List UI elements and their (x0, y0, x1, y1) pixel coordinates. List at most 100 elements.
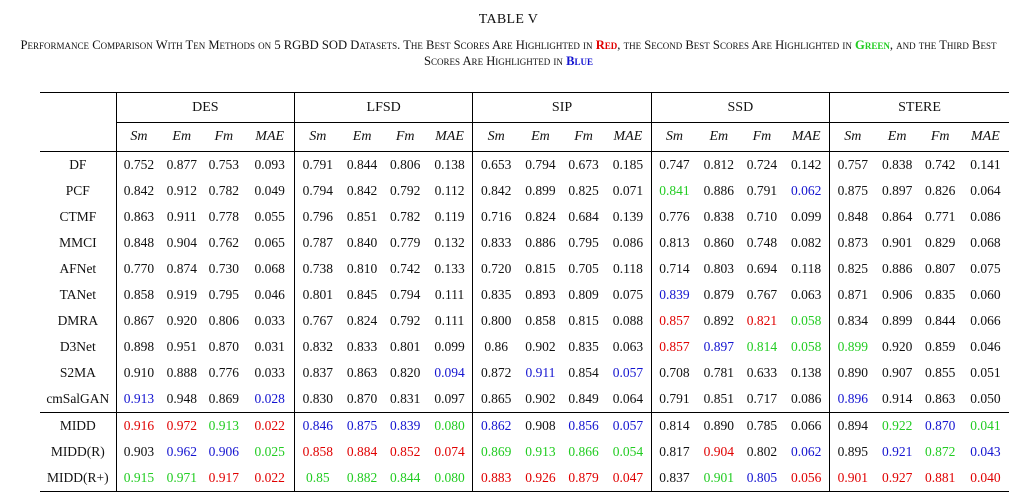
metric-header-sm: Sm (293, 122, 341, 152)
score-cell: 0.050 (970, 391, 1001, 406)
metric-header-fm: Fm (383, 122, 427, 152)
score-cell: 0.910 (115, 360, 162, 386)
score-cell: 0.043 (970, 444, 1001, 459)
score-cell: 0.802 (746, 444, 778, 459)
score-cell: 0.886 (525, 235, 556, 250)
score-cell: 0.133 (434, 261, 465, 276)
table-row: S2MA 0.910 0.888 0.776 0.033 0.837 0.863 0.820 0… (40, 360, 1009, 386)
score-cell: 0.927 (875, 465, 919, 492)
score-cell: 0.922 (875, 412, 919, 439)
score-cell: 0.829 (925, 235, 956, 250)
score-cell: 0.888 (166, 365, 197, 380)
score-cell: 0.852 (389, 444, 421, 459)
score-cell: 0.860 (703, 235, 734, 250)
score-cell: 0.848 (115, 230, 162, 256)
score-cell: 0.870 (346, 391, 378, 406)
score-cell: 0.057 (605, 412, 652, 439)
score-cell: 0.058 (791, 313, 822, 328)
score-cell: 0.904 (703, 444, 734, 459)
score-cell: 0.840 (346, 235, 378, 250)
score-cell: 0.844 (925, 313, 956, 328)
score-cell: 0.865 (472, 386, 519, 413)
method-name: DMRA (57, 313, 99, 328)
score-cell: 0.862 (472, 412, 519, 439)
score-cell: 0.118 (791, 261, 822, 276)
score-cell: 0.890 (697, 412, 741, 439)
metric-header-fm: Fm (562, 122, 606, 152)
score-cell: 0.844 (346, 157, 378, 172)
score-cell: 0.863 (346, 365, 378, 380)
score-cell: 0.911 (525, 365, 556, 380)
score-cell: 0.833 (346, 339, 378, 354)
dataset-header-ssd: SSD (650, 92, 830, 123)
score-cell: 0.742 (389, 261, 421, 276)
score-cell: 0.132 (434, 235, 465, 250)
score-cell: 0.858 (293, 439, 341, 465)
score-cell: 0.869 (208, 391, 240, 406)
score-cell: 0.833 (472, 230, 519, 256)
score-cell: 0.901 (881, 235, 913, 250)
score-cell: 0.825 (568, 183, 599, 198)
score-cell: 0.971 (161, 465, 203, 492)
score-cell: 0.894 (829, 412, 876, 439)
score-cell: 0.838 (881, 157, 913, 172)
method-name: AFNet (59, 261, 97, 276)
score-cell: 0.814 (650, 412, 698, 439)
score-cell: 0.858 (115, 282, 162, 308)
score-cell: 0.767 (746, 287, 778, 302)
score-cell: 0.058 (791, 339, 822, 354)
score-cell: 0.724 (746, 157, 778, 172)
score-cell: 0.857 (650, 334, 698, 360)
metric-header-mae: MAE (605, 122, 652, 152)
score-cell: 0.033 (254, 313, 285, 328)
score-cell: 0.099 (791, 209, 822, 224)
score-cell: 0.821 (746, 313, 778, 328)
caption-text-3: , and the Third Best Scores Are Highligh… (424, 38, 997, 68)
method-header-blank (40, 92, 117, 123)
score-cell: 0.837 (650, 465, 698, 492)
score-cell: 0.086 (970, 209, 1001, 224)
score-cell: 0.720 (472, 256, 519, 282)
score-cell: 0.85 (293, 465, 341, 492)
score-cell: 0.870 (208, 339, 240, 354)
score-cell: 0.781 (703, 365, 734, 380)
score-cell: 0.730 (208, 261, 240, 276)
score-cell: 0.086 (612, 235, 644, 250)
score-cell: 0.864 (881, 209, 913, 224)
score-cell: 0.040 (961, 465, 1009, 492)
score-cell: 0.858 (525, 313, 556, 328)
score-cell: 0.835 (568, 339, 599, 354)
score-cell: 0.855 (925, 365, 956, 380)
score-cell: 0.866 (568, 444, 599, 459)
score-cell: 0.881 (918, 465, 962, 492)
score-cell: 0.025 (254, 444, 285, 459)
score-cell: 0.871 (829, 282, 876, 308)
score-cell: 0.809 (568, 287, 599, 302)
score-cell: 0.820 (389, 365, 421, 380)
score-cell: 0.041 (961, 412, 1009, 439)
score-cell: 0.066 (970, 313, 1001, 328)
score-cell: 0.896 (829, 386, 876, 413)
method-header-blank (40, 122, 117, 152)
score-cell: 0.807 (925, 261, 956, 276)
score-cell: 0.895 (829, 439, 876, 465)
score-cell: 0.752 (115, 151, 162, 178)
metric-header-fm: Fm (740, 122, 784, 152)
score-cell: 0.863 (925, 391, 956, 406)
metric-header-fm: Fm (918, 122, 962, 152)
dataset-header-stere: STERE (829, 92, 1009, 123)
score-cell: 0.903 (115, 439, 162, 465)
score-cell: 0.907 (881, 365, 913, 380)
score-cell: 0.111 (434, 313, 465, 328)
score-cell: 0.716 (472, 204, 519, 230)
score-cell: 0.792 (389, 183, 421, 198)
score-cell: 0.771 (925, 209, 956, 224)
score-cell: 0.757 (829, 151, 876, 178)
method-name: TANet (59, 287, 97, 302)
score-cell: 0.913 (115, 386, 162, 413)
table-row: MIDD(R+) 0.915 0.971 0.917 0.022 0.85 0.882 0.8… (40, 465, 1009, 492)
score-cell: 0.884 (346, 444, 378, 459)
caption-text-2: , the Second Best Scores Are Highlighted… (617, 38, 856, 52)
method-name: PCF (65, 183, 90, 198)
results-table: DES LFSD SIP SSD STERE Sm Em Fm MAE Sm Em Fm MA… (40, 92, 1009, 492)
